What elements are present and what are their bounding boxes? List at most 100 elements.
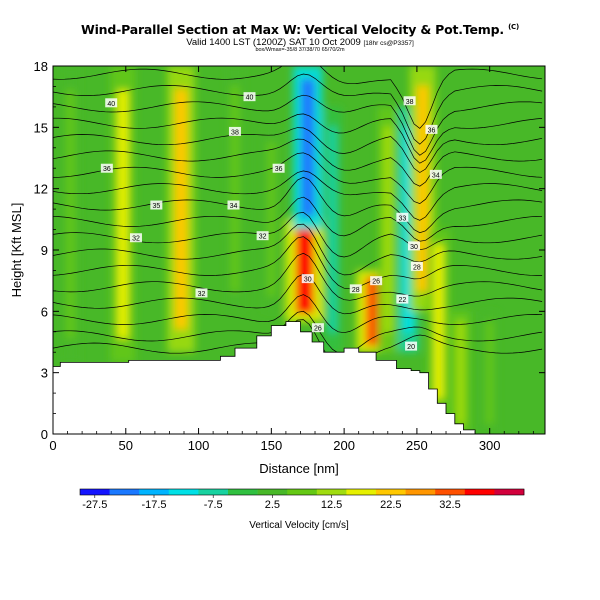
velocity-feature-core — [486, 321, 494, 425]
contour-label-text: 36 — [428, 127, 436, 134]
theta-contour-line — [53, 73, 543, 145]
theta-contour-line — [53, 223, 543, 276]
contour-label-bg — [396, 294, 409, 304]
chart-title-text: Wind-Parallel Section at Max W: Vertical… — [80, 22, 504, 37]
theta-contour-label: 33 — [396, 212, 409, 222]
velocity-feature-core — [267, 142, 275, 297]
theta-contour-label: 36 — [272, 163, 285, 173]
theta-contour-label: 32 — [195, 288, 208, 298]
chart-title-unit: (C) — [508, 22, 519, 31]
colorbar-swatch — [228, 489, 258, 495]
contour-label-bg — [105, 98, 118, 108]
theta-contour-label: 36 — [425, 124, 438, 134]
x-tick-label: 300 — [479, 438, 501, 453]
contour-label-text: 36 — [103, 166, 111, 173]
contour-label-text: 30 — [410, 244, 418, 251]
theta-contour-line — [53, 196, 543, 242]
theta-contour-line — [53, 310, 543, 355]
velocity-feature-core — [403, 126, 413, 333]
colorbar-swatch — [198, 489, 229, 495]
velocity-feature-core — [66, 89, 75, 339]
theta-contour-label: 40 — [105, 98, 118, 108]
theta-contour-line — [53, 138, 543, 187]
y-tick-label: 15 — [34, 120, 48, 135]
colorbar-tick-label: 2.5 — [265, 499, 280, 511]
velocity-feature-core — [433, 244, 444, 399]
contour-label-text: 28 — [352, 287, 360, 294]
theta-contour-label: 26 — [370, 276, 383, 286]
theta-contour-line — [53, 170, 543, 221]
theta-contour-label: 38 — [403, 96, 416, 106]
theta-contours — [53, 66, 543, 370]
contour-label-text: 33 — [398, 215, 406, 222]
colorbar-swatch — [435, 489, 466, 495]
velocity-feature-core — [174, 88, 188, 330]
contour-label-text: 28 — [413, 264, 421, 271]
contour-label-text: 30 — [304, 277, 312, 284]
theta-contour-label: 34 — [227, 200, 240, 210]
x-axis-label: Distance [nm] — [259, 461, 338, 476]
contour-label-text: 32 — [132, 236, 140, 243]
contour-label-text: 34 — [230, 203, 238, 210]
theta-contour-label: 32 — [129, 233, 142, 243]
x-tick-label: 200 — [333, 438, 355, 453]
colorbar-swatch — [316, 489, 347, 495]
y-axis-label: Height [Kft MSL] — [9, 203, 24, 298]
contour-label-text: 32 — [259, 234, 267, 241]
theta-contour-label: 32 — [256, 231, 269, 241]
colorbar-swatch — [464, 489, 495, 495]
theta-contour-label: 40 — [243, 92, 256, 102]
x-tick-label: 100 — [188, 438, 210, 453]
velocity-feature-core — [456, 321, 465, 425]
contour-label-text: 26 — [372, 279, 380, 286]
theta-contour-label: 38 — [228, 126, 241, 136]
contour-label-bg — [425, 124, 438, 134]
contour-label-text: 26 — [314, 326, 322, 333]
contour-label-bg — [228, 126, 241, 136]
contour-label-bg — [100, 163, 113, 173]
colorbar-tick-label: 32.5 — [439, 499, 460, 511]
contour-label-bg — [256, 231, 269, 241]
theta-contour-label: 22 — [396, 294, 409, 304]
theta-contour-label: 36 — [100, 163, 113, 173]
chart-title: Wind-Parallel Section at Max W: Vertical… — [0, 22, 600, 37]
colorbar-swatch — [376, 489, 406, 495]
contour-label-text: 38 — [406, 99, 414, 106]
theta-contour-label: 34 — [429, 169, 442, 179]
theta-contour-line — [53, 176, 543, 234]
theta-contour-label: 28 — [410, 261, 423, 271]
theta-contour-label: 30 — [407, 241, 420, 251]
colorbar-swatch — [494, 489, 525, 495]
y-tick-label: 12 — [34, 182, 48, 197]
contour-label-bg — [370, 276, 383, 286]
colorbar-label: Vertical Velocity [cm/s] — [249, 520, 349, 531]
velocity-field — [61, 66, 498, 434]
contour-label-text: 40 — [246, 95, 254, 102]
y-tick-label: 3 — [41, 366, 48, 381]
contour-label-text: 20 — [407, 344, 415, 351]
terrain — [53, 321, 545, 434]
theta-contour-label: 26 — [311, 323, 324, 333]
chart-subtitle-small: [18hr cs@P3357] — [363, 40, 414, 47]
velocity-feature-core — [296, 227, 314, 314]
colorbar: -27.5 -17.5 -7.5 2.5 12.5 22.5 32.5 — [79, 488, 525, 511]
theta-contour-line — [53, 252, 543, 301]
contour-label-bg — [311, 323, 324, 333]
y-tick-label: 6 — [41, 304, 48, 319]
colorbar-tick-label: -27.5 — [82, 499, 107, 511]
contour-label-bg — [301, 274, 314, 284]
theta-contour-labels: 40 40 38 38 36 36 36 34 35 34 33 32 32 30 28 32 30 28 26 22… — [100, 92, 442, 351]
contour-label-bg — [410, 261, 423, 271]
theta-contour-line — [53, 294, 543, 334]
plot-area: 40 40 38 38 36 36 36 34 35 34 33 32 32 30 28 32 30 28 26 22… — [53, 66, 545, 434]
theta-contour-label: 30 — [301, 274, 314, 284]
colorbar-swatch — [346, 489, 377, 495]
colorbar-swatch — [80, 489, 110, 495]
x-tick-label: 250 — [406, 438, 428, 453]
velocity-feature-core — [365, 276, 381, 346]
colorbar-swatch — [168, 489, 199, 495]
theta-contour-label: 35 — [150, 200, 163, 210]
theta-contour-line — [53, 273, 543, 315]
contour-label-text: 36 — [275, 166, 283, 173]
contour-label-text: 35 — [152, 203, 160, 210]
